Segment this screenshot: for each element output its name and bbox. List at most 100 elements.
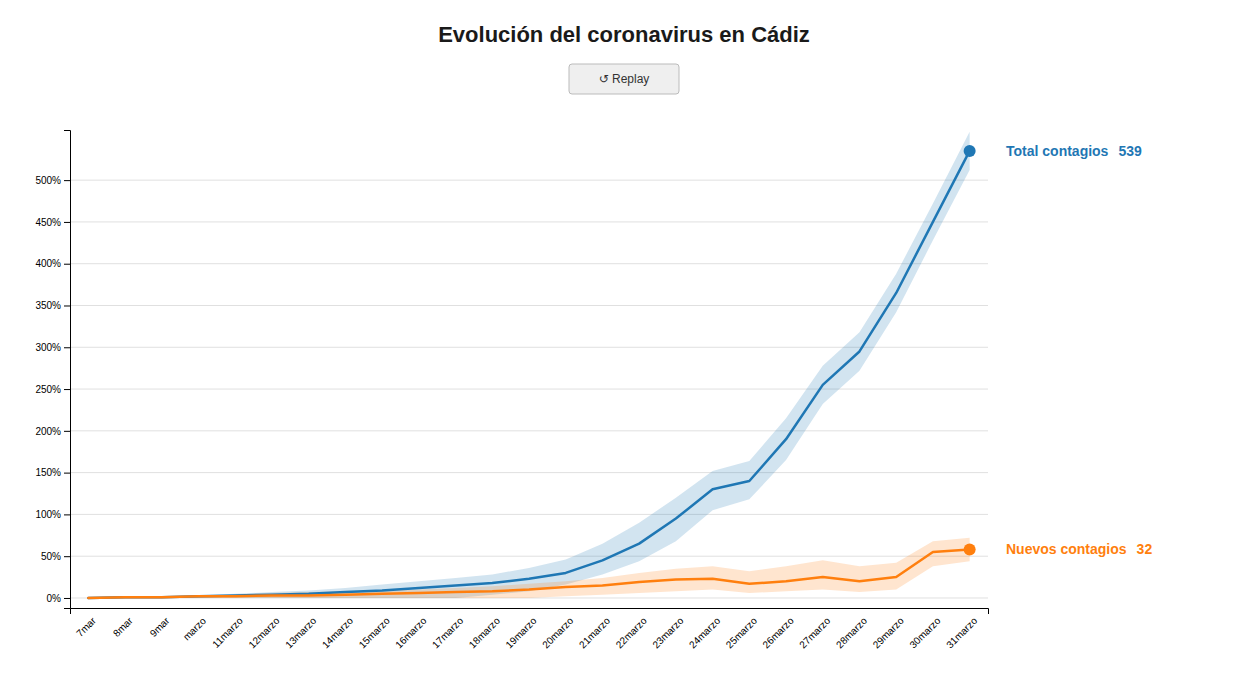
x-tick-label: 30marzo [907, 615, 943, 651]
x-tick: 23marzo [650, 615, 686, 651]
x-tick: 21marzo [577, 615, 613, 651]
x-tick-label: 27marzo [797, 615, 833, 651]
chart: Evolución del coronavirus en Cádiz ↺ Repl… [0, 0, 1248, 698]
x-tick: 26marzo [760, 615, 796, 651]
x-tick: 8mar [111, 615, 135, 639]
y-tick-mark [64, 222, 70, 223]
y-tick-mark [64, 598, 70, 599]
grid-line [70, 389, 988, 390]
y-tick-mark [64, 180, 70, 181]
x-tick: marzo [181, 615, 209, 643]
x-tick-label: 15marzo [357, 615, 393, 651]
x-tick-label: 17marzo [430, 615, 466, 651]
x-tick: 19marzo [503, 615, 539, 651]
y-tick-label: 500% [35, 175, 61, 186]
x-tick: 18marzo [467, 615, 503, 651]
x-tick: 9mar [148, 615, 172, 639]
line [88, 550, 969, 598]
y-tick: 0% [47, 593, 70, 604]
x-tick: 12marzo [246, 615, 282, 651]
y-tick-mark [64, 264, 70, 265]
end-dot [964, 145, 976, 157]
x-tick: 15marzo [357, 615, 393, 651]
y-axis: 0% 50% 100% 150% 200% 250% 300% 350% 400% 450% 500… [35, 131, 70, 609]
y-tick-mark [64, 389, 70, 390]
x-tick: 28marzo [834, 615, 870, 651]
x-tick-label: 18marzo [467, 615, 503, 651]
y-axis-line [64, 131, 71, 609]
y-tick: 300% [35, 342, 70, 353]
title: Evolución del coronavirus en Cádiz [438, 22, 810, 47]
x-axis-line [71, 609, 989, 615]
x-tick-label: 19marzo [503, 615, 539, 651]
x-tick-label: 22marzo [614, 615, 650, 651]
y-tick-label: 100% [35, 509, 61, 520]
x-tick-label: marzo [181, 615, 209, 643]
x-tick: 11marzo [210, 615, 245, 650]
x-tick-label: 7mar [74, 615, 98, 639]
y-tick-label: 200% [35, 426, 61, 437]
y-tick: 100% [35, 509, 70, 520]
x-tick: 7mar [74, 615, 98, 639]
y-tick-mark [64, 347, 70, 348]
x-tick-label: 16marzo [393, 615, 429, 651]
grid-line [70, 263, 988, 264]
x-tick-label: 13marzo [283, 615, 319, 651]
x-tick-label: 26marzo [760, 615, 796, 651]
x-tick: 31marzo [944, 615, 980, 651]
end-dot [964, 544, 976, 556]
x-tick: 27marzo [797, 615, 833, 651]
y-tick: 200% [35, 426, 70, 437]
x-tick: 16marzo [393, 615, 429, 651]
band [88, 538, 969, 598]
annotation-value: 32 [1137, 541, 1153, 557]
y-tick-mark [64, 473, 70, 474]
y-tick-mark [64, 556, 70, 557]
grid-line [70, 556, 988, 557]
grid-line [70, 180, 988, 181]
x-tick-label: 8mar [111, 615, 135, 639]
x-tick-label: 9mar [148, 615, 172, 639]
x-tick: 30marzo [907, 615, 943, 651]
y-tick-label: 450% [35, 217, 61, 228]
x-tick-label: 14marzo [320, 615, 356, 651]
x-tick: 17marzo [430, 615, 466, 651]
y-tick: 150% [35, 467, 70, 478]
replay-button-label[interactable]: ↺ Replay [599, 72, 650, 86]
y-tick: 400% [35, 258, 70, 269]
y-tick: 250% [35, 384, 70, 395]
x-tick-label: 11marzo [210, 615, 245, 650]
y-tick-label: 250% [35, 384, 61, 395]
grid-line [70, 305, 988, 306]
x-axis: 7mar 8mar 9mar marzo11marzo12marzo13marzo14… [71, 609, 989, 651]
marks [88, 132, 975, 598]
y-tick-mark [64, 305, 70, 306]
x-tick: 29marzo [871, 615, 907, 651]
y-tick-label: 150% [35, 467, 61, 478]
x-tick-label: 21marzo [577, 615, 613, 651]
y-tick-label: 300% [35, 342, 61, 353]
annotation-value: 539 [1118, 143, 1142, 159]
y-tick-mark [64, 514, 70, 515]
y-tick: 450% [35, 217, 70, 228]
x-tick-label: 24marzo [687, 615, 723, 651]
x-tick: 13marzo [283, 615, 319, 651]
grid-line [70, 514, 988, 515]
replay-button[interactable]: ↺ Replay [569, 64, 679, 94]
x-tick-label: 25marzo [724, 615, 760, 651]
annotation-name: Total contagios [1006, 143, 1109, 159]
line [88, 151, 969, 598]
x-tick: 24marzo [687, 615, 723, 651]
replay-button-box[interactable] [569, 64, 679, 94]
x-tick-label: 31marzo [944, 615, 980, 651]
x-tick-label: 28marzo [834, 615, 870, 651]
annotation: Nuevos contagios32 [1006, 541, 1152, 557]
y-tick-label: 50% [41, 551, 61, 562]
x-tick-label: 12marzo [246, 615, 282, 651]
y-tick-label: 350% [35, 300, 61, 311]
x-tick: 20marzo [540, 615, 576, 651]
y-tick: 50% [41, 551, 70, 562]
plot: 0% 50% 100% 150% 200% 250% 300% 350% 400% 450% 500… [35, 131, 1152, 651]
y-tick-mark [64, 431, 70, 432]
x-tick: 22marzo [614, 615, 650, 651]
